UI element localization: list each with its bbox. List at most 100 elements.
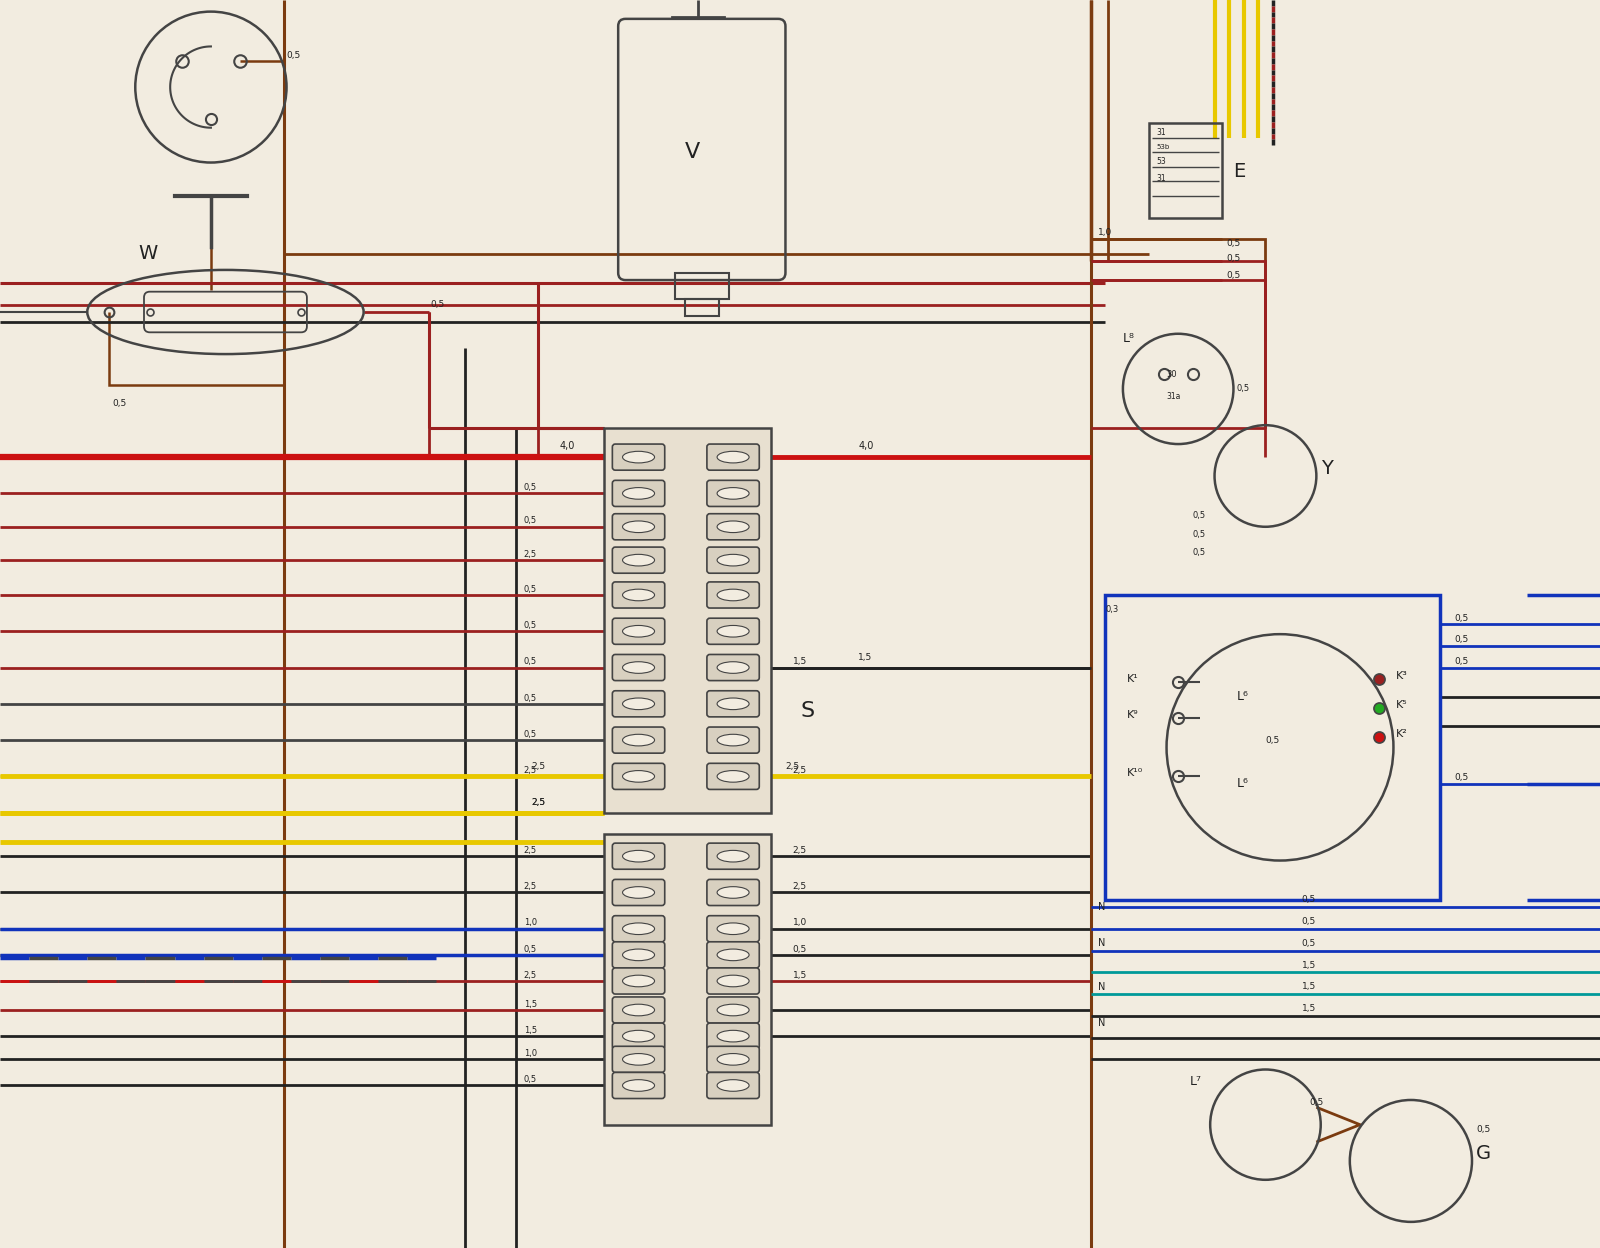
Text: 1,0: 1,0 — [792, 919, 806, 927]
Text: 0,5: 0,5 — [1192, 529, 1206, 539]
Text: 1,5: 1,5 — [792, 971, 806, 980]
Ellipse shape — [717, 886, 749, 899]
FancyBboxPatch shape — [707, 968, 760, 995]
Ellipse shape — [622, 661, 654, 674]
Ellipse shape — [717, 948, 749, 961]
Text: 1,0: 1,0 — [523, 919, 536, 927]
Ellipse shape — [717, 1053, 749, 1065]
Ellipse shape — [622, 924, 654, 935]
Text: 2,5: 2,5 — [523, 550, 536, 559]
Text: 4,0: 4,0 — [560, 441, 576, 451]
FancyBboxPatch shape — [613, 1046, 664, 1072]
Ellipse shape — [717, 770, 749, 782]
Ellipse shape — [717, 554, 749, 565]
Text: Y: Y — [1320, 459, 1333, 478]
FancyBboxPatch shape — [707, 547, 760, 573]
FancyBboxPatch shape — [707, 618, 760, 644]
Text: 2,5: 2,5 — [792, 766, 806, 775]
Text: K¹: K¹ — [1128, 674, 1139, 684]
Bar — [1106, 595, 1440, 900]
Ellipse shape — [622, 734, 654, 746]
FancyBboxPatch shape — [613, 916, 664, 942]
FancyBboxPatch shape — [707, 444, 760, 470]
FancyBboxPatch shape — [613, 764, 664, 790]
Text: 0,5: 0,5 — [1302, 895, 1317, 905]
Ellipse shape — [622, 886, 654, 899]
Text: 0,5: 0,5 — [792, 945, 806, 953]
Ellipse shape — [622, 488, 654, 499]
Ellipse shape — [717, 520, 749, 533]
Text: 1,5: 1,5 — [523, 1000, 536, 1008]
Text: K⁵: K⁵ — [1397, 700, 1408, 710]
Text: 0,5: 0,5 — [1454, 614, 1469, 623]
FancyBboxPatch shape — [613, 444, 664, 470]
Text: G: G — [1477, 1144, 1491, 1163]
Text: 1,5: 1,5 — [523, 1026, 536, 1035]
FancyBboxPatch shape — [707, 514, 760, 540]
Ellipse shape — [622, 948, 654, 961]
Text: 0,5: 0,5 — [1226, 271, 1240, 281]
Text: 0,5: 0,5 — [1454, 635, 1469, 644]
Text: K⁹: K⁹ — [1128, 710, 1139, 720]
Text: 2,5: 2,5 — [531, 797, 546, 807]
FancyBboxPatch shape — [613, 997, 664, 1023]
Text: 0,5: 0,5 — [1302, 938, 1317, 947]
Ellipse shape — [717, 850, 749, 862]
FancyBboxPatch shape — [613, 844, 664, 870]
Text: 2,5: 2,5 — [786, 761, 800, 771]
FancyBboxPatch shape — [707, 728, 760, 753]
Text: 1,5: 1,5 — [792, 658, 806, 666]
Text: 0,5: 0,5 — [523, 694, 536, 703]
Ellipse shape — [622, 1031, 654, 1042]
Text: 1,0: 1,0 — [1098, 227, 1112, 237]
FancyBboxPatch shape — [707, 690, 760, 716]
Text: 0,5: 0,5 — [523, 1076, 536, 1085]
FancyBboxPatch shape — [613, 968, 664, 995]
Text: 0,5: 0,5 — [1302, 917, 1317, 926]
Text: V: V — [685, 142, 699, 162]
Bar — [675, 273, 728, 300]
Text: 2,5: 2,5 — [523, 846, 536, 855]
Text: 2,5: 2,5 — [792, 846, 806, 855]
Ellipse shape — [622, 625, 654, 636]
Text: 0,5: 0,5 — [523, 622, 536, 630]
Ellipse shape — [717, 924, 749, 935]
Text: N: N — [1098, 1018, 1106, 1028]
Text: 0,5: 0,5 — [1192, 510, 1206, 519]
Ellipse shape — [717, 1005, 749, 1016]
Text: 0,5: 0,5 — [523, 945, 536, 953]
Text: 2,5: 2,5 — [531, 797, 546, 807]
Ellipse shape — [622, 770, 654, 782]
FancyBboxPatch shape — [613, 690, 664, 716]
Text: 0,5: 0,5 — [1226, 253, 1240, 263]
Ellipse shape — [622, 589, 654, 600]
FancyBboxPatch shape — [613, 942, 664, 968]
FancyBboxPatch shape — [613, 1023, 664, 1050]
Text: 0,5: 0,5 — [286, 51, 301, 60]
Ellipse shape — [622, 975, 654, 987]
Text: 0,5: 0,5 — [1226, 240, 1240, 248]
Ellipse shape — [717, 1031, 749, 1042]
FancyBboxPatch shape — [613, 582, 664, 608]
Text: 1,5: 1,5 — [1302, 982, 1317, 991]
FancyBboxPatch shape — [707, 654, 760, 680]
Bar — [1149, 124, 1222, 217]
Ellipse shape — [622, 520, 654, 533]
FancyBboxPatch shape — [707, 764, 760, 790]
Text: 1,5: 1,5 — [1302, 961, 1317, 970]
Text: 2,5: 2,5 — [792, 882, 806, 891]
Text: 4,0: 4,0 — [858, 441, 874, 451]
FancyBboxPatch shape — [707, 997, 760, 1023]
Bar — [685, 300, 718, 316]
Text: 0,5: 0,5 — [523, 658, 536, 666]
Text: 31: 31 — [1157, 173, 1166, 183]
FancyBboxPatch shape — [613, 654, 664, 680]
Text: E: E — [1234, 162, 1246, 181]
Text: 0,5: 0,5 — [430, 301, 445, 310]
Text: S: S — [800, 701, 814, 721]
Text: 2,5: 2,5 — [523, 766, 536, 775]
Text: W: W — [138, 245, 157, 263]
Text: L⁶: L⁶ — [1237, 778, 1248, 790]
Ellipse shape — [622, 698, 654, 710]
Ellipse shape — [717, 661, 749, 674]
